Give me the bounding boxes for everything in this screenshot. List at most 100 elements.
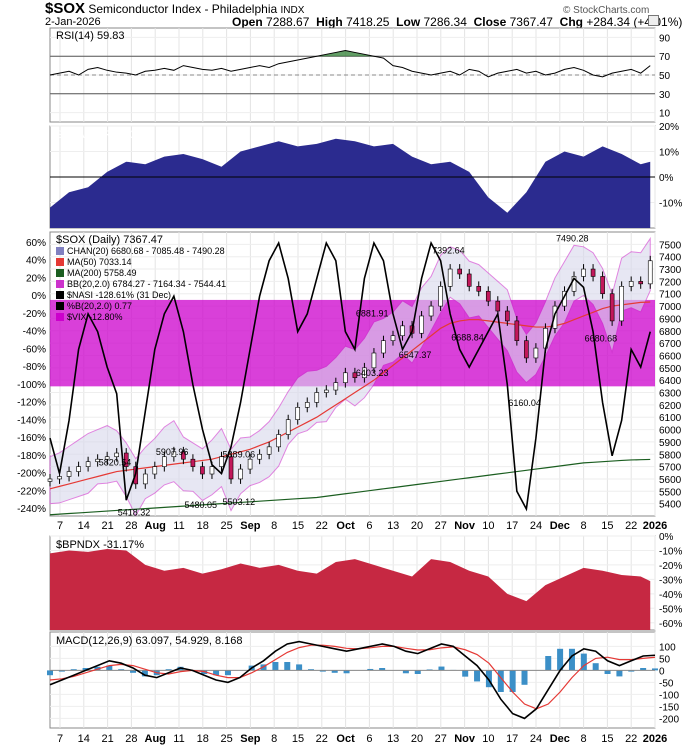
naa-ytick: 0% (659, 173, 674, 184)
watermark: © StockCharts.com (563, 5, 650, 16)
legend-swatch (56, 258, 64, 266)
bp-ytick: -50% (659, 604, 682, 615)
price-ytick: 5600 (659, 475, 682, 486)
candle (514, 320, 520, 341)
candle (247, 458, 253, 470)
macd-ytick: -50 (659, 678, 674, 689)
x-axis-label: Oct (336, 520, 355, 532)
naa-ytick: -10% (659, 199, 682, 210)
macd-ytick: -200 (659, 714, 679, 725)
macd-histogram-bar (474, 670, 481, 682)
candle (152, 466, 158, 475)
rsi-ytick: 30 (659, 90, 671, 101)
open-label: Open (232, 15, 263, 29)
macd-histogram-bar (307, 669, 314, 671)
bp-title: $BPNDX -31.17% (56, 539, 144, 551)
candle (200, 466, 205, 475)
macd-histogram-bar (414, 670, 421, 674)
x-axis-label: 15 (601, 520, 613, 532)
x-axis-label: 8 (271, 733, 277, 745)
candle (524, 340, 529, 359)
x-axis-label: 25 (220, 520, 232, 532)
price-left-ytick: -80% (23, 362, 46, 373)
candle (552, 305, 558, 329)
candle (619, 286, 624, 322)
price-ytick: 6400 (659, 376, 682, 387)
price-annotation: 7392.64 (432, 246, 465, 256)
open-value: 7288.67 (266, 15, 310, 29)
macd-histogram-bar (545, 656, 552, 671)
macd-histogram-bar (462, 670, 469, 677)
legend-entry: BB(20,2.0) 6784.27 - 7164.34 - 7544.41 (67, 279, 226, 289)
candle (638, 281, 644, 285)
x-axis-label: 6 (366, 520, 372, 532)
ma200-line (49, 458, 651, 516)
bp-area (50, 549, 651, 630)
macd-ytick: 100 (659, 642, 676, 653)
candle (371, 352, 377, 369)
price-left-ytick: -100% (17, 380, 46, 391)
ma50-line (49, 301, 651, 490)
rsi-ytick: 90 (659, 33, 671, 44)
candle (104, 456, 110, 460)
exchange: INDX (280, 5, 305, 16)
x-axis-label: 24 (530, 520, 542, 532)
x-axis-label: 13 (387, 520, 399, 532)
candle (76, 466, 81, 472)
macd-histogram-bar (592, 663, 599, 671)
x-axis-label: 15 (292, 520, 304, 532)
macd-histogram-bar (604, 670, 611, 674)
macd-histogram-bar (296, 664, 303, 671)
macd-histogram-bar (284, 662, 291, 671)
legend-entry: $NASI -128.61% (31 Dec) (67, 290, 171, 300)
macd-histogram-bar (213, 670, 220, 676)
x-axis-label: 28 (125, 520, 137, 532)
price-left-ytick: -180% (17, 451, 46, 462)
rsi-line (49, 50, 651, 78)
candle (304, 402, 310, 408)
candle (343, 372, 348, 383)
price-left-ytick: -240% (17, 504, 46, 515)
candle (466, 273, 472, 287)
macd-ytick: -150 (659, 702, 679, 713)
macd-ytick: 50 (659, 654, 671, 665)
rsi-overbought-fill (50, 50, 651, 57)
x-axis-label: 22 (625, 520, 637, 532)
candle (285, 419, 291, 435)
candle (438, 286, 443, 307)
rsi-ytick: 50 (659, 71, 671, 82)
price-annotation: 6547.37 (399, 350, 432, 360)
price-left-ytick: -20% (23, 309, 46, 320)
legend-swatch (56, 313, 64, 321)
naa-ytick: 20% (659, 122, 679, 133)
candle (352, 372, 358, 379)
chg-label: Chg (559, 15, 583, 29)
x-axis-label: 20 (411, 733, 423, 745)
settings-icon[interactable] (648, 15, 659, 26)
x-axis-label: 10 (482, 520, 494, 532)
naa200r-panel: -10% 0% 10% 20% $NAA200R 6.10% (49, 122, 682, 229)
price-annotation: 6403.23 (356, 368, 389, 378)
legend-swatch (56, 269, 64, 277)
x-axis-label: Nov (454, 520, 476, 532)
macd-histogram-bar (509, 670, 516, 692)
candle (257, 453, 262, 460)
macd-histogram-bar (343, 670, 350, 674)
price-left-ytick: 0% (32, 291, 47, 302)
x-axis-label: 7 (57, 520, 63, 532)
low-value: 7286.34 (423, 15, 467, 29)
price-ytick: 7100 (659, 290, 682, 301)
candle (171, 451, 177, 458)
naa-area (50, 138, 651, 228)
candle (609, 293, 615, 322)
price-ytick: 6200 (659, 401, 682, 412)
x-axis-label: Sep (240, 520, 260, 532)
legend-entry: MA(200) 5758.49 (67, 268, 137, 278)
header-line-2: 2-Jan-2026 (45, 16, 101, 28)
rsi-ytick: 70 (659, 52, 671, 63)
x-axis-label: Oct (336, 733, 355, 745)
legend-swatch (56, 291, 64, 299)
